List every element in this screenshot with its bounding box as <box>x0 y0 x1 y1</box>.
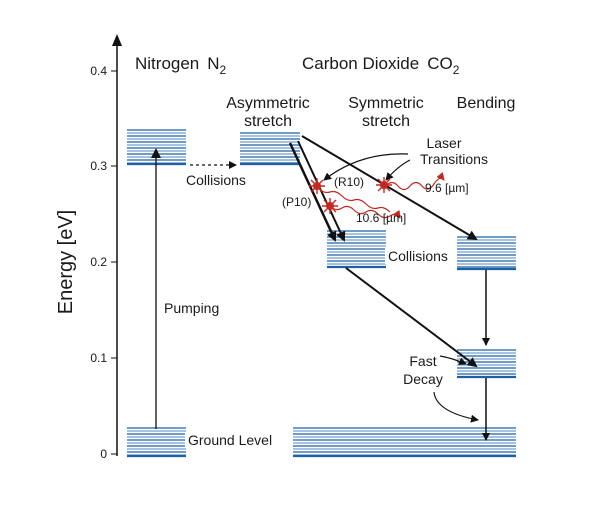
co2-bend-upper-level <box>457 236 516 271</box>
co2-header: Carbon Dioxide CO2 <box>302 54 460 77</box>
ground-label-bg <box>185 432 293 448</box>
p10-label: (P10) <box>282 195 311 209</box>
co2-sym-level <box>327 230 386 269</box>
p10-transition-arrow <box>288 142 337 242</box>
asymmetric-label: Asymmetric <box>226 95 310 112</box>
r10-label: (R10) <box>334 175 364 189</box>
y-axis-label: Energy [eV] <box>55 210 77 315</box>
emission-bursts <box>309 177 392 214</box>
asymmetric-stretch-label: stretch <box>244 113 292 130</box>
burst-p10-lower <box>322 198 338 214</box>
bending-label: Bending <box>457 95 516 112</box>
collisions-label-mid: Collisions <box>388 248 448 264</box>
r10-transition-arrow <box>301 135 478 241</box>
tick-label-0.4: 0.4 <box>90 64 107 78</box>
tick-label-0.2: 0.2 <box>90 255 107 269</box>
decay-label: Decay <box>403 371 443 387</box>
wavelength-106-label: 10.6 [µm] <box>356 211 406 225</box>
fast-decay-curve-1 <box>439 355 467 365</box>
wavelength-96-label: 9.6 [µm] <box>425 181 469 195</box>
tick-label-0.3: 0.3 <box>90 159 107 173</box>
tick-label-0: 0 <box>100 447 107 461</box>
burst-p10-upper <box>309 178 325 194</box>
n2-ground-level <box>127 427 186 458</box>
symmetric-label: Symmetric <box>348 95 424 112</box>
emission-waves <box>317 172 445 219</box>
pumping-label: Pumping <box>164 300 219 316</box>
co2-ground-level <box>293 427 516 458</box>
laser-pointer-arrow-2 <box>385 159 411 181</box>
fast-decay-curve-2 <box>433 391 479 423</box>
collisions-mid-label-bg <box>385 248 455 264</box>
emission-9.6-wave <box>385 172 445 191</box>
decay-sym-arrow <box>345 267 478 368</box>
tick-label-0.1: 0.1 <box>90 351 107 365</box>
emission-106-wave-a <box>317 187 391 213</box>
transitions-label: Transitions <box>420 151 488 167</box>
laser-pointer-arrow-1 <box>323 153 409 181</box>
ground-level-label: Ground Level <box>188 432 272 448</box>
transition-arrows <box>151 135 490 441</box>
collisions-label-top: Collisions <box>186 172 246 188</box>
nitrogen-header: Nitrogen N2 <box>135 54 227 77</box>
co2-asym-level <box>240 132 300 166</box>
burst-r10 <box>376 177 392 193</box>
axis-arrowhead <box>112 34 122 46</box>
emission-10.6-wave <box>329 205 401 219</box>
energy-axis: 0 0.1 0.2 0.3 0.4 Energy [eV] <box>55 34 122 461</box>
symmetric-stretch-label: stretch <box>362 113 410 130</box>
laser-label: Laser <box>426 135 461 151</box>
collisions-label-bg <box>182 172 254 188</box>
fast-label: Fast <box>409 353 436 369</box>
